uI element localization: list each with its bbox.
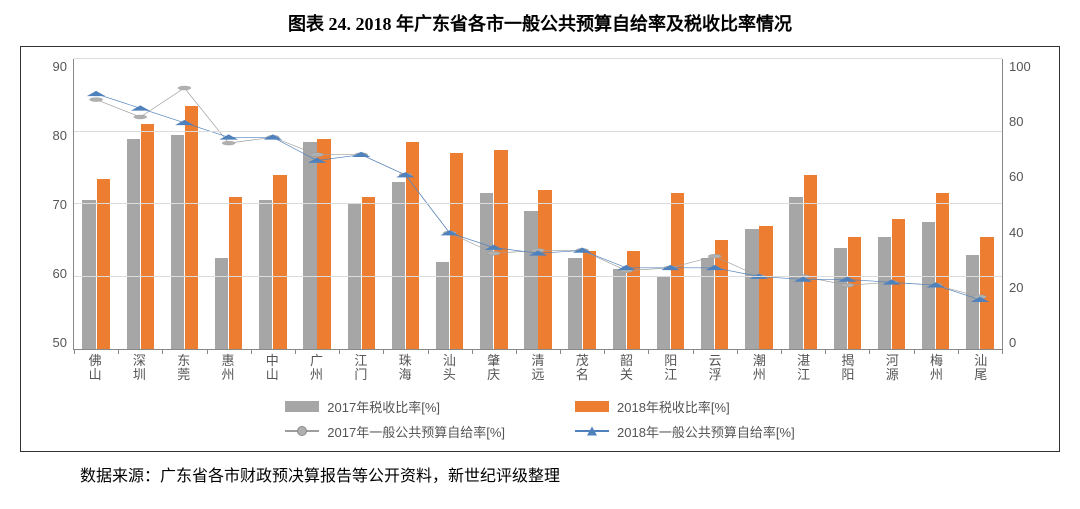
x-label: 梅州 bbox=[914, 350, 958, 383]
x-tick bbox=[914, 349, 915, 354]
x-label: 江门 bbox=[339, 350, 383, 383]
x-label: 揭阳 bbox=[826, 350, 870, 383]
y-left-tick: 70 bbox=[53, 197, 67, 212]
marker-circle bbox=[222, 141, 235, 145]
plot-wrap: 90 80 70 60 50 100 80 60 40 20 0 bbox=[39, 59, 1041, 350]
y-right-tick: 80 bbox=[1009, 114, 1023, 129]
legend-swatch-bar bbox=[575, 401, 609, 412]
marker-circle bbox=[90, 98, 103, 102]
x-axis-labels: 佛山深圳东莞惠州中山广州江门珠海汕头肇庆清远茂名韶关阳江云浮潮州湛江揭阳河源梅州… bbox=[73, 350, 1003, 383]
y-axis-right: 100 80 60 40 20 0 bbox=[1003, 59, 1041, 350]
lines-layer bbox=[74, 59, 1002, 349]
line-series bbox=[96, 88, 980, 297]
x-label: 深圳 bbox=[117, 350, 161, 383]
legend-swatch-line bbox=[285, 424, 319, 438]
x-tick bbox=[737, 349, 738, 354]
x-tick bbox=[560, 349, 561, 354]
x-tick bbox=[869, 349, 870, 354]
y-axis-left: 90 80 70 60 50 bbox=[39, 59, 73, 350]
marker-circle bbox=[178, 86, 191, 90]
y-left-tick: 60 bbox=[53, 266, 67, 281]
legend-swatch-line bbox=[575, 424, 609, 438]
y-right-tick: 0 bbox=[1009, 335, 1016, 350]
marker-circle bbox=[708, 254, 721, 258]
x-label: 湛江 bbox=[782, 350, 826, 383]
x-label: 汕头 bbox=[427, 350, 471, 383]
grid-line bbox=[74, 131, 1002, 132]
x-tick bbox=[781, 349, 782, 354]
legend-label: 2018年一般公共预算自给率[%] bbox=[617, 422, 795, 441]
source-text: 数据来源：广东省各市财政预决算报告等公开资料，新世纪评级整理 bbox=[20, 462, 1060, 486]
y-right-tick: 60 bbox=[1009, 169, 1023, 184]
legend-item: 2018年税收比率[%] bbox=[575, 397, 795, 416]
plot-area bbox=[73, 59, 1003, 350]
legend-item: 2017年一般公共预算自给率[%] bbox=[285, 422, 505, 441]
legend-swatch-bar bbox=[285, 401, 319, 412]
x-tick bbox=[472, 349, 473, 354]
legend: 2017年税收比率[%] 2018年税收比率[%] 2017年一般公共预算自给率[%… bbox=[39, 397, 1041, 441]
marker-circle bbox=[311, 153, 324, 157]
x-tick bbox=[251, 349, 252, 354]
x-tick bbox=[207, 349, 208, 354]
grid-line bbox=[74, 203, 1002, 204]
y-left-tick: 80 bbox=[53, 128, 67, 143]
x-label: 韶关 bbox=[604, 350, 648, 383]
x-label: 清远 bbox=[516, 350, 560, 383]
x-label: 中山 bbox=[250, 350, 294, 383]
x-tick bbox=[383, 349, 384, 354]
x-label: 珠海 bbox=[383, 350, 427, 383]
x-tick bbox=[339, 349, 340, 354]
x-label: 东莞 bbox=[162, 350, 206, 383]
x-tick bbox=[118, 349, 119, 354]
x-tick bbox=[428, 349, 429, 354]
marker-circle bbox=[134, 115, 147, 119]
legend-label: 2017年一般公共预算自给率[%] bbox=[327, 422, 505, 441]
x-label: 汕尾 bbox=[959, 350, 1003, 383]
marker-circle bbox=[841, 283, 854, 287]
x-label: 惠州 bbox=[206, 350, 250, 383]
y-left-tick: 90 bbox=[53, 59, 67, 74]
x-tick bbox=[604, 349, 605, 354]
y-right-tick: 100 bbox=[1009, 59, 1031, 74]
x-tick bbox=[1002, 349, 1003, 354]
x-tick bbox=[516, 349, 517, 354]
x-label: 潮州 bbox=[737, 350, 781, 383]
y-left-tick: 50 bbox=[53, 335, 67, 350]
x-label: 广州 bbox=[294, 350, 338, 383]
x-label: 茂名 bbox=[560, 350, 604, 383]
x-tick bbox=[825, 349, 826, 354]
x-tick bbox=[74, 349, 75, 354]
x-label: 河源 bbox=[870, 350, 914, 383]
legend-label: 2018年税收比率[%] bbox=[617, 397, 730, 416]
grid-line bbox=[74, 276, 1002, 277]
x-label: 肇庆 bbox=[472, 350, 516, 383]
x-label: 云浮 bbox=[693, 350, 737, 383]
chart-container: 90 80 70 60 50 100 80 60 40 20 0 佛山深圳东莞惠州中山广州江门珠海… bbox=[20, 46, 1060, 452]
legend-label: 2017年税收比率[%] bbox=[327, 397, 440, 416]
chart-title: 图表 24. 2018 年广东省各市一般公共预算自给率及税收比率情况 bbox=[20, 10, 1060, 36]
x-tick bbox=[958, 349, 959, 354]
marker-triangle bbox=[308, 158, 327, 163]
y-right-tick: 40 bbox=[1009, 225, 1023, 240]
grid-line bbox=[74, 58, 1002, 59]
x-label: 佛山 bbox=[73, 350, 117, 383]
x-tick bbox=[162, 349, 163, 354]
legend-item: 2018年一般公共预算自给率[%] bbox=[575, 422, 795, 441]
legend-item: 2017年税收比率[%] bbox=[285, 397, 505, 416]
x-tick bbox=[648, 349, 649, 354]
marker-triangle bbox=[87, 91, 106, 96]
x-label: 阳江 bbox=[649, 350, 693, 383]
x-tick bbox=[693, 349, 694, 354]
x-tick bbox=[295, 349, 296, 354]
marker-circle bbox=[487, 251, 500, 255]
y-right-tick: 20 bbox=[1009, 280, 1023, 295]
line-series bbox=[96, 94, 980, 300]
